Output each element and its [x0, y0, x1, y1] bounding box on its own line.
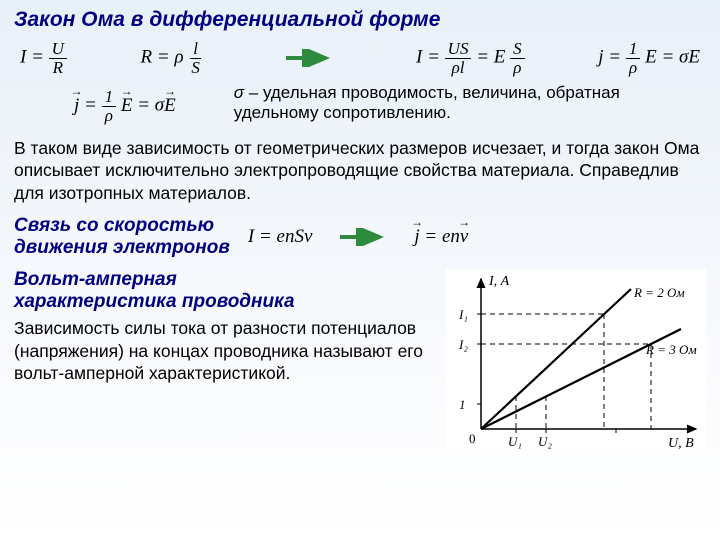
svg-text:U, В: U, В	[668, 436, 694, 451]
formula-row-1: I = UR R = ρ lS I = USρl = E Sρ j = 1ρ E…	[14, 40, 706, 77]
formula-2: R = ρ lS	[141, 40, 203, 77]
svg-text:I₂: I₂	[458, 337, 468, 352]
subhead-velocity: Связь со скоростью движения электронов	[14, 215, 230, 259]
svg-text:0: 0	[469, 431, 476, 446]
svg-text:R = 2 Ом: R = 2 Ом	[633, 285, 685, 300]
formula-j-env: j = env	[414, 226, 468, 248]
svg-text:U₁: U₁	[508, 434, 522, 449]
page-title: Закон Ома в дифференциальной форме	[14, 8, 706, 32]
arrow-icon	[338, 228, 388, 246]
svg-text:1: 1	[459, 397, 466, 412]
formula-3: I = USρl = E Sρ	[416, 40, 525, 77]
subhead-iv: Вольт-амперная характеристика проводника	[14, 269, 434, 313]
formula-1: I = UR	[20, 40, 67, 77]
iv-chart: I, А U, В 0 R = 2 Ом R = 3 Ом 1 I₂ I₁ U₁ U₂	[446, 269, 706, 454]
iv-text: Зависимость силы тока от разности потенц…	[14, 317, 434, 385]
svg-text:R = 3 Ом: R = 3 Ом	[645, 342, 697, 357]
formula-I-enSv: I = enSv	[248, 226, 313, 248]
sigma-definition: σ – удельная проводимость, величина, обр…	[234, 83, 706, 123]
svg-text:U₂: U₂	[538, 434, 552, 449]
arrow-icon	[284, 49, 334, 67]
formula-4: j = 1ρ E = σE	[598, 40, 700, 77]
paragraph-1: В таком виде зависимость от геометрическ…	[14, 137, 706, 205]
svg-text:I, А: I, А	[488, 274, 510, 289]
formula-row-2: j = 1ρ E = σE σ – удельная проводимость,…	[14, 83, 706, 131]
formula-5: j = 1ρ E = σE	[74, 88, 176, 125]
section-velocity: Связь со скоростью движения электронов I…	[14, 215, 706, 259]
svg-text:I₁: I₁	[458, 307, 468, 322]
section-iv-curve: Вольт-амперная характеристика проводника…	[14, 269, 706, 454]
